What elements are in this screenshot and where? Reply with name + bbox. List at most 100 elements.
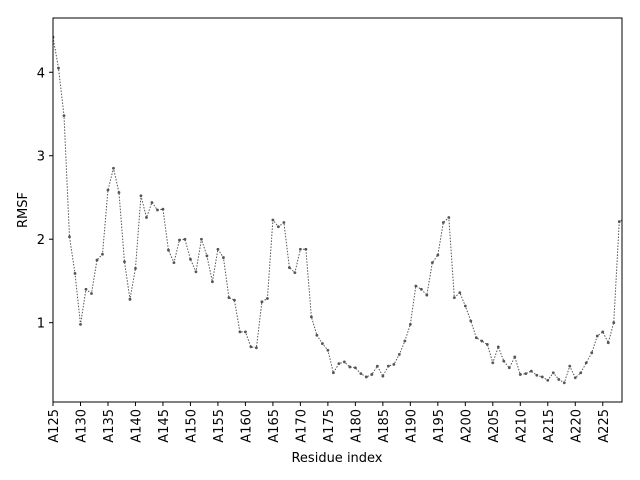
y-tick-label: 3 (37, 150, 45, 165)
data-point (414, 284, 418, 288)
data-point (474, 336, 478, 340)
data-point (145, 216, 148, 219)
x-tick-label: A215 (542, 409, 557, 443)
data-point (260, 300, 264, 304)
data-point (430, 261, 434, 264)
x-tick-label: A140 (129, 409, 144, 443)
data-point (293, 271, 297, 275)
data-point (287, 266, 291, 269)
data-point (309, 315, 313, 319)
data-point (392, 363, 396, 366)
data-point (359, 372, 363, 376)
x-tick-label: A145 (157, 409, 172, 443)
data-point (518, 373, 522, 376)
data-point (95, 258, 99, 262)
x-tick-label: A155 (212, 409, 227, 443)
data-point (496, 345, 500, 349)
y-tick-label: 4 (37, 66, 45, 81)
data-point (595, 334, 599, 338)
data-point (178, 238, 181, 242)
data-point (562, 381, 566, 385)
data-point (540, 375, 544, 379)
data-point (491, 361, 495, 365)
x-tick-label: A220 (569, 409, 584, 443)
data-point (617, 220, 621, 224)
y-axis: 1 2 3 4 (37, 66, 53, 332)
data-point (271, 218, 275, 222)
data-point (507, 366, 511, 370)
data-point (101, 252, 104, 256)
x-tick-label: A180 (349, 409, 364, 443)
data-point (485, 343, 489, 346)
data-point (557, 378, 561, 381)
x-tick-label: A165 (267, 409, 282, 443)
data-point (408, 322, 412, 326)
data-point (117, 191, 121, 194)
data-point (364, 375, 368, 379)
data-point (573, 376, 577, 380)
x-tick-label: A185 (377, 409, 392, 443)
data-point (156, 208, 159, 212)
data-point (436, 253, 440, 257)
data-point (331, 371, 335, 375)
data-point (128, 297, 132, 301)
data-point (601, 330, 605, 334)
data-point (502, 359, 506, 363)
data-point (513, 355, 517, 359)
data-point (612, 321, 616, 325)
data-point (524, 372, 528, 376)
data-point (469, 319, 473, 323)
x-tick-label: A205 (487, 409, 502, 443)
data-point (84, 287, 88, 291)
data-point (463, 304, 467, 308)
data-point (529, 369, 533, 373)
data-point (546, 378, 550, 382)
data-point (189, 257, 192, 261)
data-point (216, 247, 220, 251)
y-axis-title: RMSF (16, 192, 31, 228)
data-point (551, 371, 555, 375)
data-point (568, 364, 572, 368)
x-tick-label: A195 (432, 409, 447, 443)
plot-background (53, 18, 622, 402)
data-point (161, 207, 165, 211)
x-axis: A125 A130 A135 A140 A145 A150 A155 A160 A165 A170… (47, 402, 612, 443)
data-point (441, 221, 445, 224)
data-point (266, 297, 269, 300)
y-tick-label: 1 (37, 317, 45, 332)
data-point (623, 217, 626, 220)
data-point (403, 339, 407, 343)
data-point (282, 221, 286, 224)
data-point (233, 298, 236, 302)
data-point (579, 371, 583, 375)
x-tick-label: A160 (239, 409, 254, 443)
data-point (419, 287, 423, 291)
data-point (458, 291, 462, 295)
data-point (584, 361, 588, 365)
x-tick-label: A200 (459, 409, 474, 443)
data-point (90, 292, 93, 295)
data-point (183, 237, 187, 241)
y-tick-label: 2 (37, 233, 45, 248)
data-point (222, 256, 225, 259)
data-point (304, 247, 308, 251)
data-point (79, 322, 82, 326)
data-point (447, 216, 451, 219)
data-point (590, 351, 594, 355)
x-tick-label: A175 (322, 409, 337, 443)
data-point (315, 333, 319, 337)
data-point (535, 373, 539, 377)
data-point (375, 364, 379, 368)
data-point (342, 360, 346, 364)
data-point (397, 353, 401, 356)
x-tick-label: A190 (404, 409, 419, 443)
data-point (73, 272, 77, 275)
data-point (425, 293, 429, 297)
data-point (123, 260, 126, 264)
data-point (167, 248, 170, 252)
data-point (320, 342, 324, 345)
x-tick-label: A130 (74, 409, 89, 443)
x-axis-title: Residue index (291, 451, 382, 466)
data-point (370, 373, 374, 376)
